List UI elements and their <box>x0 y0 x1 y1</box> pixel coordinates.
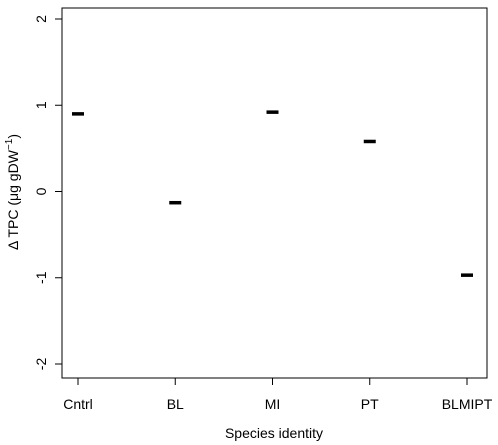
x-tick-label: MI <box>265 396 281 412</box>
x-tick-label: BL <box>167 396 184 412</box>
x-axis: Cntrl BL MI PT BLMIPT <box>63 378 493 412</box>
x-tick-label: Cntrl <box>63 396 93 412</box>
y-axis: -2 -1 0 1 2 <box>33 15 62 370</box>
y-axis-label-close: ) <box>5 134 21 139</box>
plot-frame <box>61 7 488 379</box>
y-tick-label: 1 <box>33 101 49 109</box>
x-axis-label: Species identity <box>225 425 323 441</box>
y-axis-label-main: TPC ( <box>5 201 21 242</box>
plot-border <box>61 7 488 379</box>
y-tick-label: -1 <box>33 271 49 284</box>
y-tick-label: 0 <box>33 187 49 195</box>
y-tick-label: -2 <box>33 358 49 371</box>
y-axis-label-delta: Δ <box>5 241 21 250</box>
x-tick-label: BLMIPT <box>442 396 493 412</box>
x-tick-label: PT <box>361 396 379 412</box>
y-axis-label: Δ TPC (μg gDW−1) <box>4 134 21 250</box>
y-axis-label-unit: g gDW <box>5 149 21 193</box>
y-tick-label: 2 <box>33 15 49 23</box>
data-points <box>72 110 473 277</box>
y-axis-label-superscript: −1 <box>4 138 15 150</box>
y-axis-label-mu: μ <box>5 193 21 201</box>
